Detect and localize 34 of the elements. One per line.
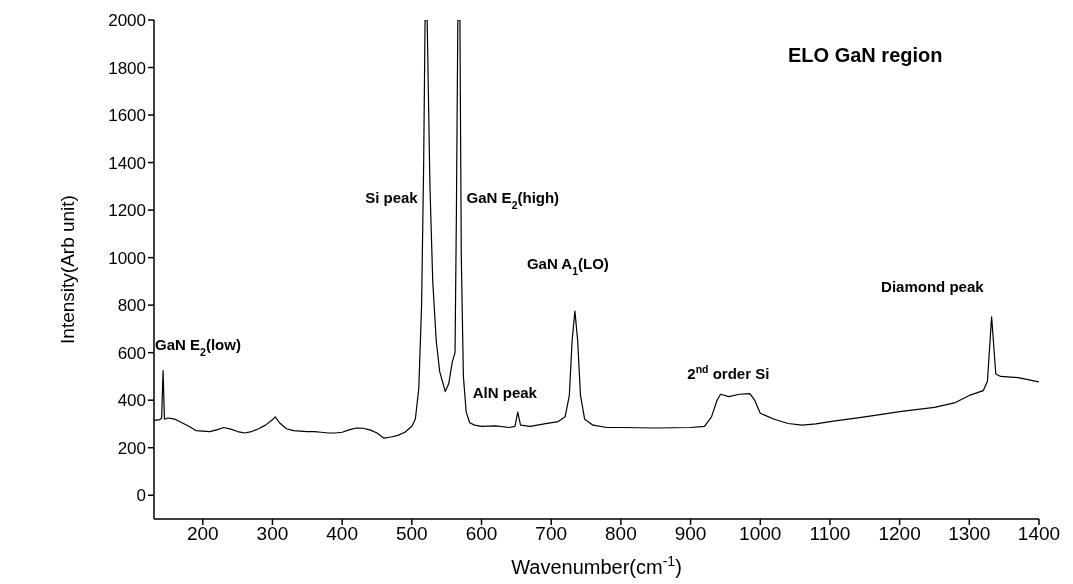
x-tick-label: 1200 [878, 523, 921, 545]
x-tick-label: 1300 [948, 523, 991, 545]
y-tick-label: 1600 [108, 106, 146, 126]
x-axis-title: Wavenumber(cm$^{-1}$) [511, 553, 682, 578]
y-tick-label: 1400 [108, 153, 146, 173]
y-tick-label: 600 [117, 343, 146, 363]
x-tick-label: 1100 [809, 523, 851, 545]
x-tick-label: 600 [465, 523, 498, 545]
annotation: 2$^{nd}$ order Si [687, 363, 770, 383]
text: ELO GaN region [788, 44, 943, 67]
annotation: AlN peak [472, 384, 538, 402]
x-tick-label: 900 [674, 523, 707, 545]
x-tick-label: 800 [605, 523, 637, 545]
annotation: Si peak [365, 189, 419, 207]
x-tick-label: 700 [535, 523, 568, 545]
y-tick-label: 800 [117, 296, 146, 316]
x-tick-label: 500 [395, 523, 428, 545]
y-tick-label: 0 [136, 486, 146, 506]
y-tick-label: 1000 [108, 248, 146, 268]
x-tick-label: 400 [326, 523, 358, 545]
y-tick-label: 2000 [108, 11, 146, 31]
y-tick-label: 1200 [108, 201, 146, 221]
y-axis-title: Intensity(Arb unit) [57, 195, 78, 344]
x-tick-label: 300 [256, 523, 289, 545]
x-tick-label: 200 [186, 523, 219, 545]
y-tick-label: 200 [117, 438, 146, 458]
annotation: Diamond peak [881, 277, 985, 295]
annotation: GaN E$_{2}$(high) [466, 189, 560, 212]
y-tick-label: 1800 [108, 58, 146, 78]
x-tick-label: 1000 [739, 523, 782, 545]
x-tick-label: 1400 [1017, 523, 1061, 545]
annotation: GaN A$_{1}$(LO) [526, 255, 609, 278]
annotation: GaN E$_{2}$(low) [155, 336, 241, 359]
y-tick-label: 400 [117, 391, 146, 411]
